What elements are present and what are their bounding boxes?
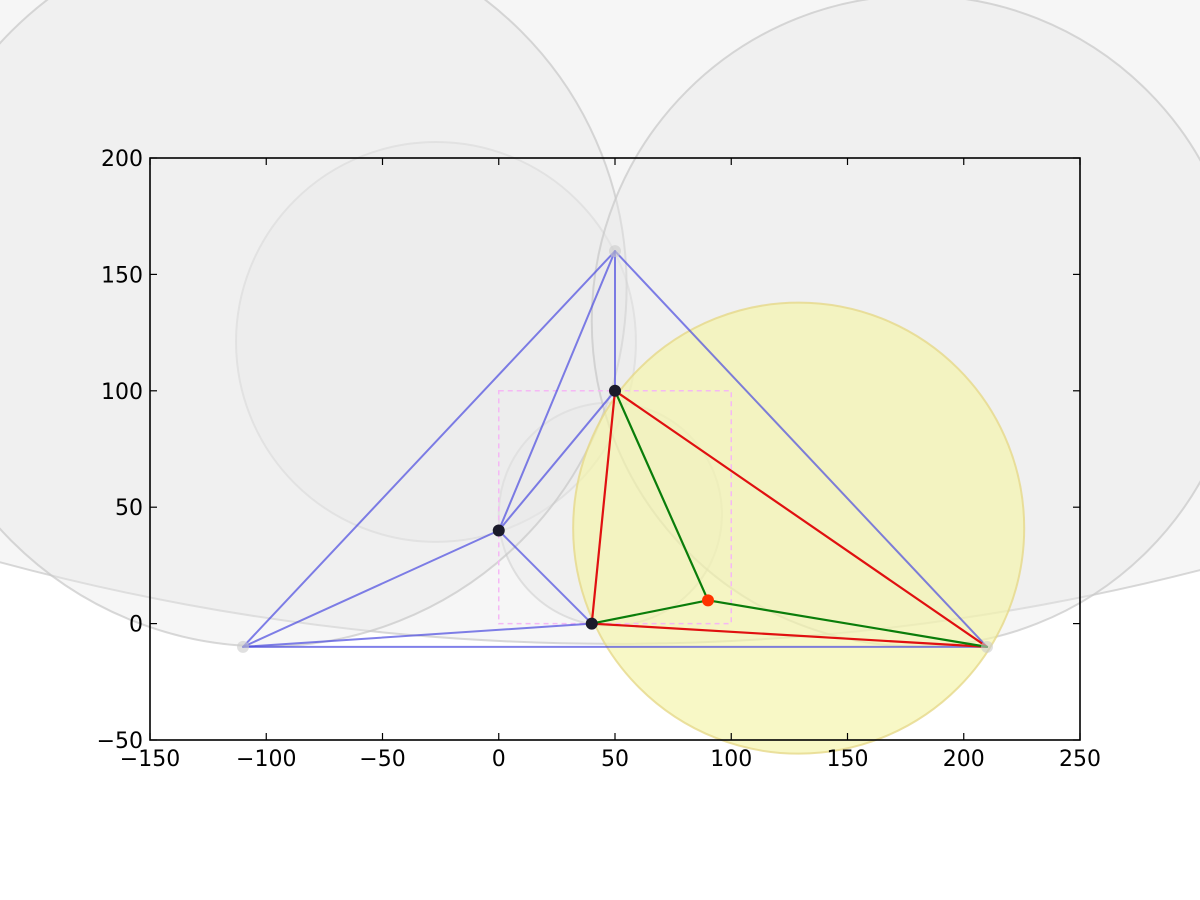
- x-tick-label: 200: [943, 747, 985, 772]
- triangulation-edge-6: [242, 250, 616, 648]
- edges-layer: [242, 250, 989, 648]
- x-tick-label: −150: [120, 747, 180, 772]
- triangulation-edge-1: [497, 389, 616, 532]
- x-tick-label: 50: [601, 747, 629, 772]
- circumcircles-layer: [0, 0, 1200, 755]
- super-point-4: [237, 640, 249, 653]
- input-point-1: [585, 617, 598, 630]
- triangulation-edge-0: [497, 529, 593, 625]
- y-tick-label: −50: [97, 729, 143, 754]
- triangulation-edge-2: [242, 529, 500, 648]
- super-point-6: [981, 640, 993, 653]
- y-tick-label: 150: [101, 263, 143, 288]
- x-tick-label: 250: [1059, 747, 1101, 772]
- bounding-box-layer: [498, 390, 732, 625]
- x-tick-label: 150: [827, 747, 869, 772]
- super-point-5: [609, 245, 621, 258]
- input-point-0: [492, 524, 505, 537]
- bad-triangle-circumcircle: [572, 301, 1026, 755]
- x-tick-label: −100: [236, 747, 296, 772]
- y-tick-label: 0: [129, 613, 143, 638]
- bad-triangle-edge-1: [613, 389, 989, 648]
- new-triangle-edge-2: [706, 599, 989, 648]
- y-tick-label: 200: [101, 147, 143, 172]
- x-tick-label: 100: [710, 747, 752, 772]
- bounding-box: [498, 390, 732, 625]
- bad-triangle-edge-0: [590, 389, 617, 625]
- triangulation-edge-8: [614, 250, 988, 648]
- x-tick-label: −50: [359, 747, 405, 772]
- new-point-3: [702, 594, 714, 607]
- x-tick-label: 0: [492, 747, 506, 772]
- input-point-2: [609, 384, 621, 397]
- y-tick-label: 50: [115, 496, 143, 521]
- new-triangle-edge-1: [590, 599, 710, 625]
- triangulation-edge-3: [497, 250, 616, 532]
- bad-triangle-edge-2: [590, 622, 989, 648]
- new-triangle-edge-0: [613, 389, 710, 602]
- triangulation-edge-4: [242, 622, 593, 648]
- ticks-layer: −150 −100 −50 0 50 100 150 200 250 −50 0 50 100 150 20…: [97, 147, 1101, 772]
- y-tick-label: 100: [101, 380, 143, 405]
- points-layer: [237, 245, 993, 653]
